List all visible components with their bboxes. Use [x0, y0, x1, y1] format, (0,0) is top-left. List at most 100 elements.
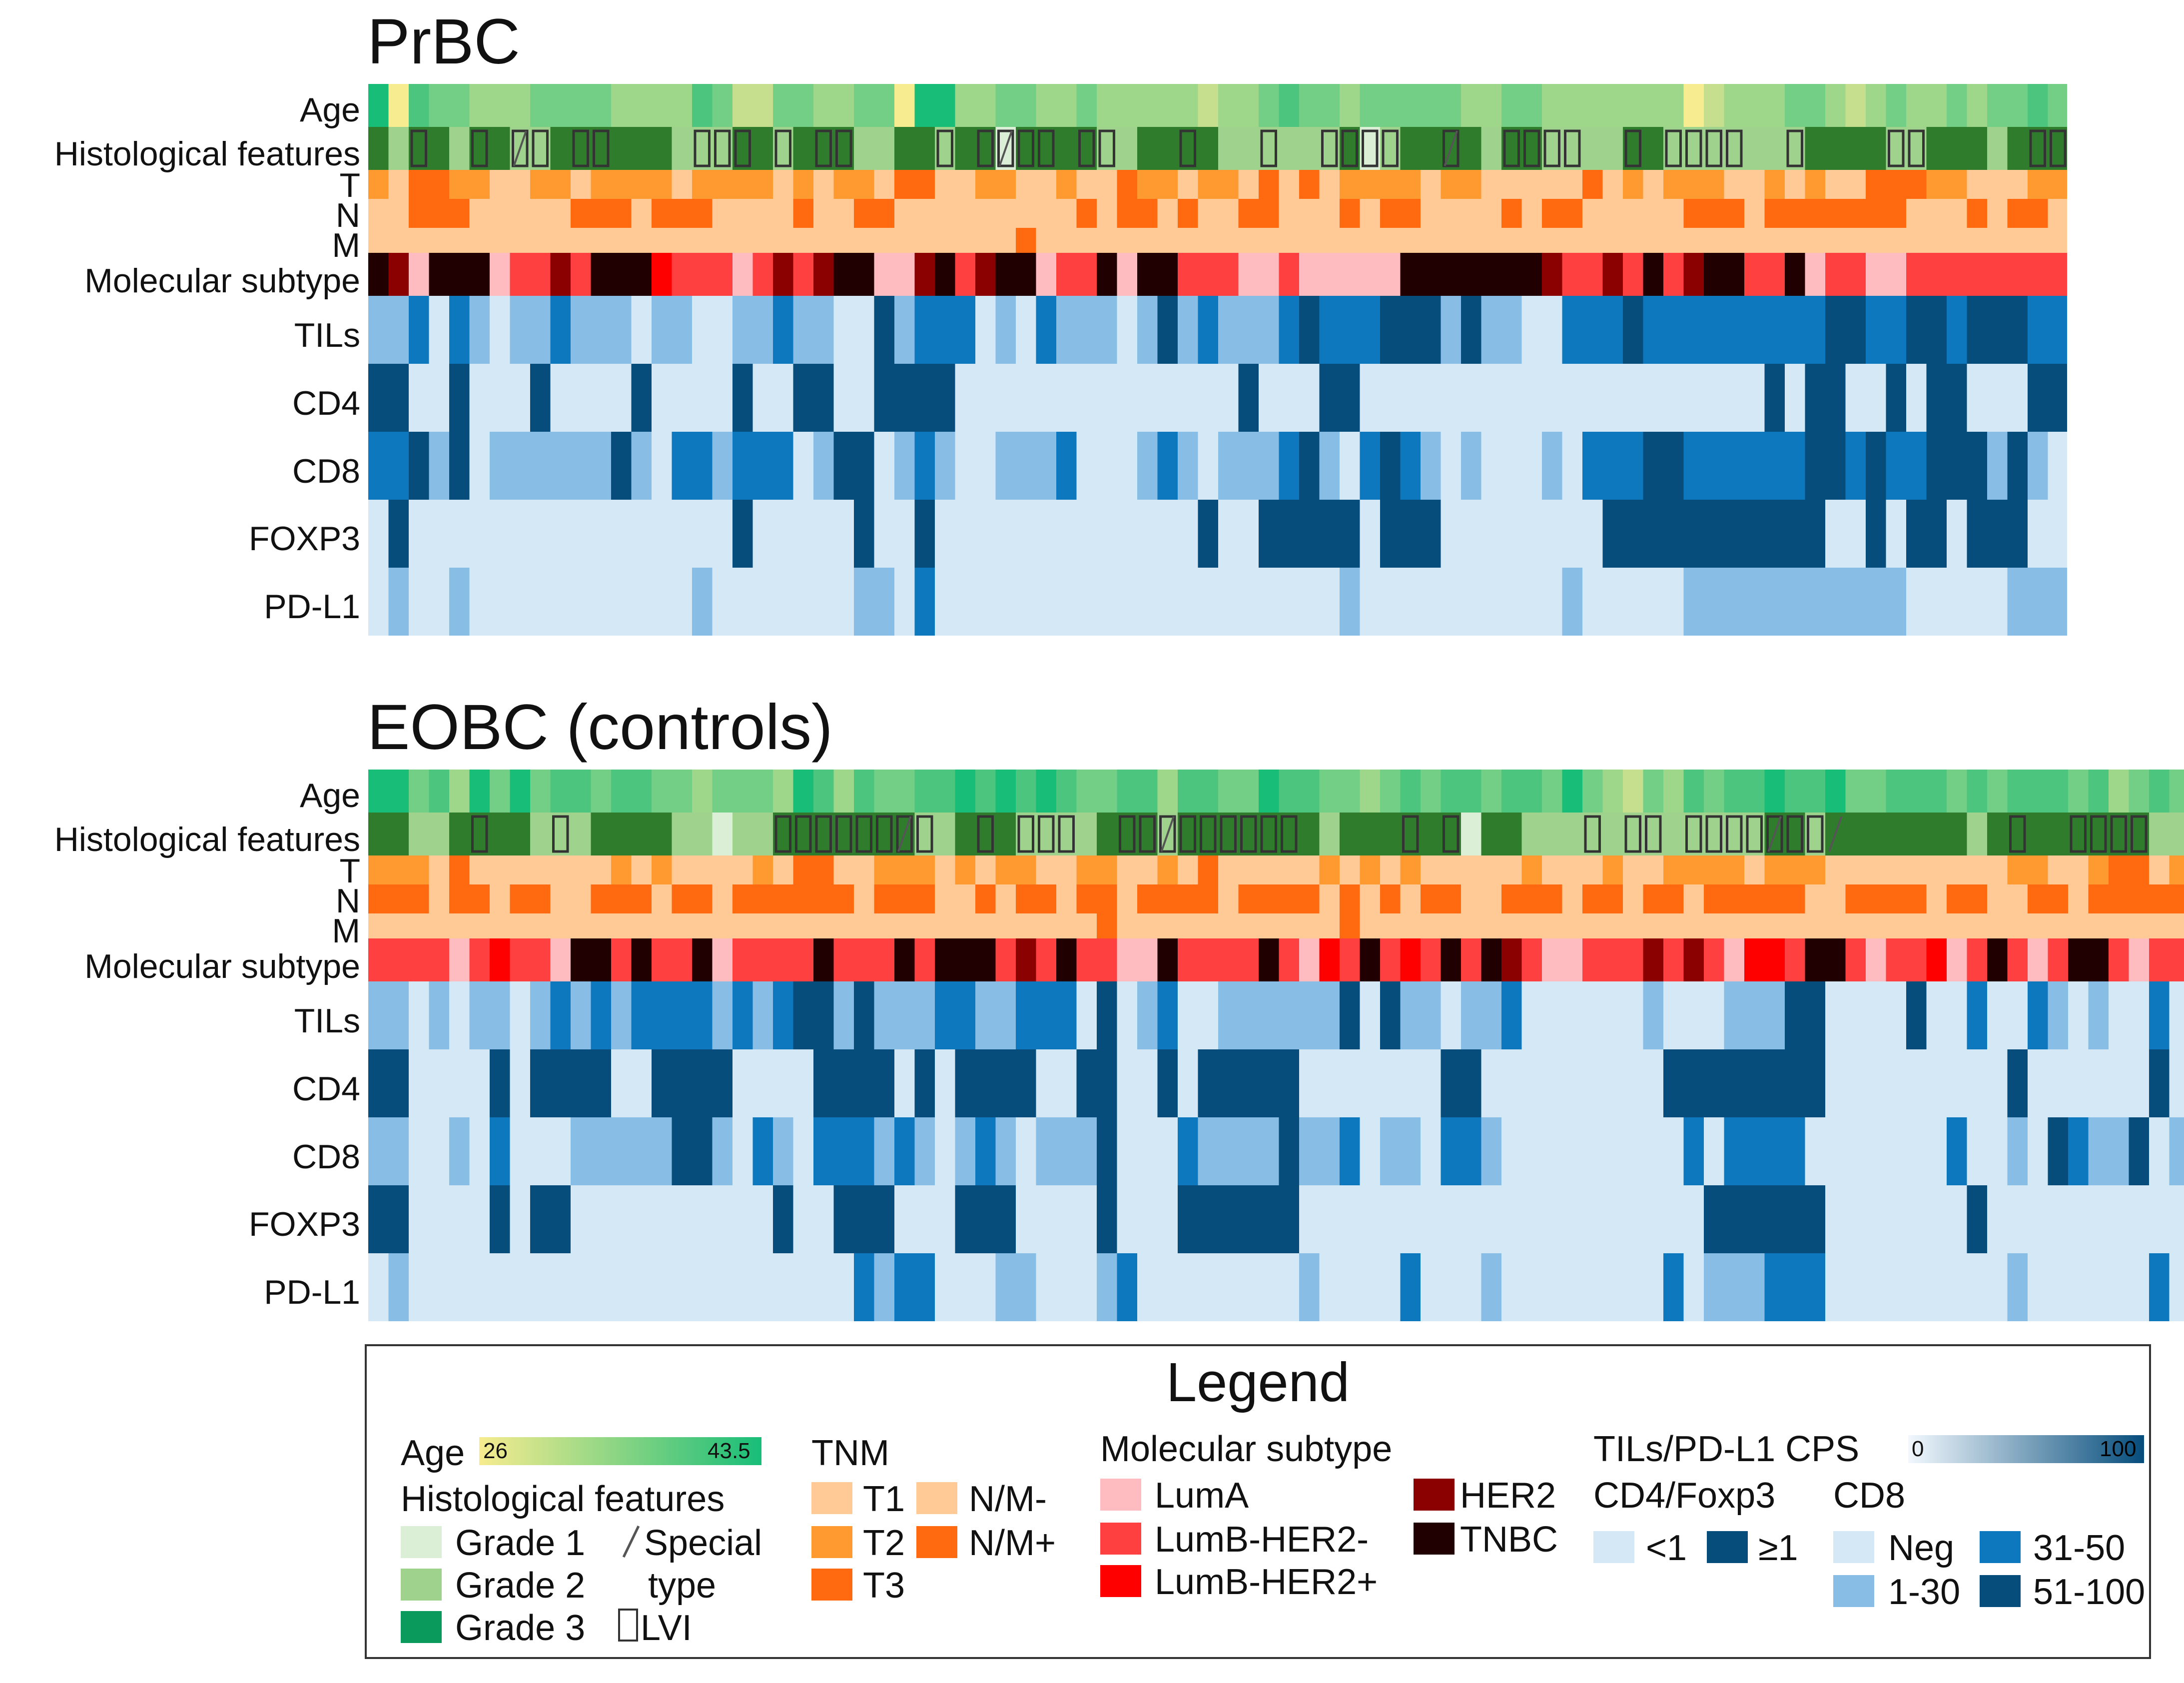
cell-molecular-subtype: [773, 938, 794, 981]
legend-lvi: LVI: [641, 1608, 692, 1648]
cell-m: [1461, 228, 1482, 253]
cell-tils: [530, 981, 551, 1049]
cell-n: [2149, 884, 2170, 913]
legend-lumb-her2-neg: LumB-HER2-: [1155, 1520, 1369, 1560]
cell-pd-l1: [1521, 1253, 1542, 1321]
cell-cd8: [388, 1117, 409, 1185]
cell-m: [793, 228, 814, 253]
cell-cd8: [1441, 432, 1461, 500]
cell-t: [1704, 170, 1725, 199]
cell-tils: [1117, 981, 1138, 1049]
cell-histological-features: [1461, 813, 1482, 855]
cell-histological-features: [752, 813, 773, 855]
cell-foxp3: [409, 1185, 430, 1253]
cell-cd4: [1987, 1049, 2008, 1117]
cell-cd4: [469, 1049, 490, 1117]
cell-molecular-subtype: [1299, 938, 1320, 981]
cell-cd4: [955, 1049, 976, 1117]
cell-molecular-subtype: [1076, 938, 1097, 981]
cell-t: [1117, 170, 1138, 199]
cell-cd4: [1623, 1049, 1644, 1117]
cell-n: [833, 199, 854, 228]
cell-t: [1886, 170, 1907, 199]
cell-age: [2007, 84, 2028, 127]
cell-m: [1582, 913, 1603, 938]
cell-tils: [652, 981, 673, 1049]
cell-molecular-subtype: [1744, 938, 1765, 981]
cell-age: [1097, 84, 1118, 127]
cell-m: [1137, 913, 1158, 938]
cell-cd8: [732, 432, 753, 500]
cell-tils: [955, 981, 976, 1049]
cell-tils: [1157, 981, 1178, 1049]
cell-molecular-subtype: [469, 938, 490, 981]
cell-pd-l1: [2109, 1253, 2130, 1321]
cell-age: [409, 770, 430, 813]
cell-molecular-subtype: [530, 253, 551, 296]
cell-foxp3: [1947, 1185, 1968, 1253]
lvi-marker: [2009, 815, 2026, 853]
cell-m: [409, 913, 430, 938]
cell-histological-features: [388, 813, 409, 855]
cell-histological-features: [1076, 813, 1097, 855]
cell-molecular-subtype: [1683, 938, 1704, 981]
cell-molecular-subtype: [1663, 938, 1684, 981]
cell-molecular-subtype: [1137, 938, 1158, 981]
cell-cd4: [1400, 1049, 1421, 1117]
cell-age: [793, 84, 814, 127]
cell-pd-l1: [672, 1253, 693, 1321]
cell-cd8: [1987, 432, 2008, 500]
cell-tils: [591, 981, 612, 1049]
cell-t: [995, 855, 1016, 884]
cell-m: [2007, 913, 2028, 938]
cell-m: [1016, 228, 1037, 253]
cell-m: [1340, 228, 1361, 253]
cell-cd4: [1360, 364, 1381, 432]
cell-m: [1866, 913, 1887, 938]
cell-n: [935, 884, 956, 913]
cell-pd-l1: [1542, 1253, 1563, 1321]
cell-histological-features: [1481, 127, 1502, 170]
cell-age: [510, 84, 531, 127]
cell-m: [672, 913, 693, 938]
cell-foxp3: [1643, 1185, 1664, 1253]
cell-age: [732, 770, 753, 813]
cell-cd4: [1866, 364, 1887, 432]
cell-tils: [894, 296, 915, 364]
cell-pd-l1: [1238, 568, 1259, 636]
lvi-marker: [2131, 815, 2148, 853]
row-label-cd4: CD4: [292, 1070, 360, 1108]
cell-m: [2129, 913, 2150, 938]
cell-cd4: [692, 364, 713, 432]
cell-tils: [2028, 296, 2049, 364]
cell-age: [1785, 770, 1806, 813]
cell-tils: [1521, 981, 1542, 1049]
cell-pd-l1: [1340, 1253, 1361, 1321]
lvi-marker: [1624, 129, 1641, 167]
panel-title-prbc: PrBC: [367, 6, 520, 77]
row-label-tils: TILs: [294, 1002, 360, 1040]
cell-foxp3: [1704, 1185, 1725, 1253]
cell-n: [2088, 884, 2109, 913]
cell-molecular-subtype: [409, 938, 430, 981]
cell-n: [1805, 884, 1826, 913]
cell-cd8: [1259, 432, 1280, 500]
cell-tils: [1866, 981, 1887, 1049]
cell-age: [712, 770, 733, 813]
cell-cd4: [1319, 364, 1340, 432]
cell-pd-l1: [1744, 1253, 1765, 1321]
cell-age: [368, 84, 389, 127]
cell-t: [1947, 855, 1968, 884]
cell-m: [854, 228, 875, 253]
cell-m: [1866, 228, 1887, 253]
cell-foxp3: [591, 500, 612, 568]
cell-cd8: [611, 432, 632, 500]
cell-t: [1481, 855, 1502, 884]
cell-cd4: [1542, 1049, 1563, 1117]
cell-foxp3: [1906, 500, 1927, 568]
cell-age: [1906, 770, 1927, 813]
cell-molecular-subtype: [1319, 938, 1340, 981]
cell-cd8: [935, 432, 956, 500]
cell-foxp3: [1967, 1185, 1988, 1253]
cell-tils: [2088, 981, 2109, 1049]
